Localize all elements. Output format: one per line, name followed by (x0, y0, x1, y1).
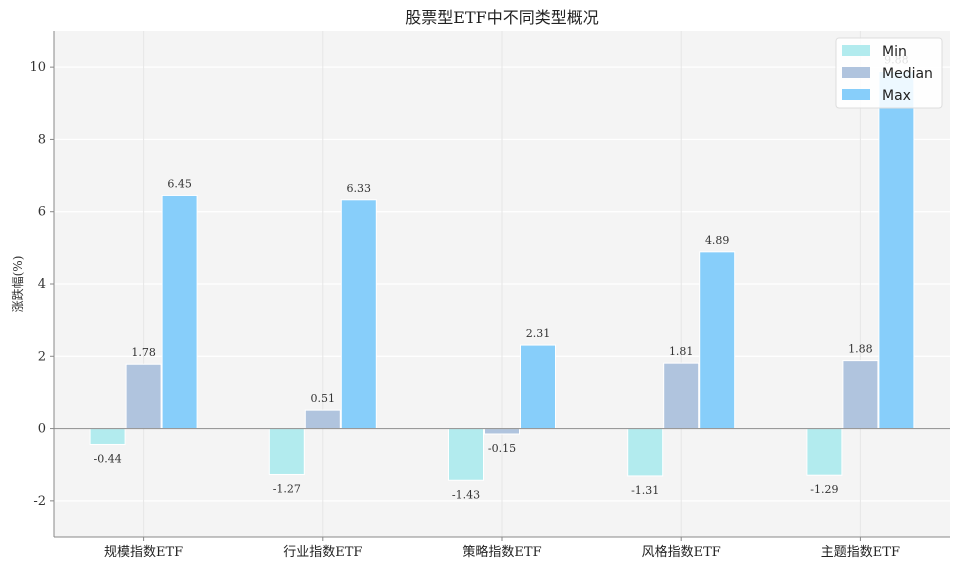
data-labels: -0.44 -1.27 -1.43 -1.31 -1.29 1.78 0.51 -0.15 1.… (93, 53, 908, 501)
data-label: -1.29 (810, 483, 838, 496)
legend-swatch-median (842, 67, 870, 78)
x-tick-label: 规模指数ETF (104, 545, 183, 560)
y-tick-label: -2 (33, 494, 46, 509)
data-label: 4.89 (705, 234, 730, 247)
bar-min (89, 428, 126, 445)
data-label: 0.51 (311, 392, 336, 405)
bar-min (268, 428, 305, 475)
x-tick-label: 风格指数ETF (642, 544, 721, 560)
data-label: 1.88 (848, 343, 873, 356)
y-tick-label: 0 (38, 422, 46, 437)
data-label: -0.44 (93, 452, 121, 465)
bar-max (161, 194, 198, 430)
bar-max (340, 199, 377, 430)
x-tick-label: 策略指数ETF (462, 544, 541, 560)
legend-swatch-max (842, 89, 870, 100)
legend: Min Median Max (835, 37, 943, 109)
bar-min (448, 428, 484, 481)
bar-max (878, 70, 915, 430)
bar-median (304, 409, 341, 430)
data-label: -1.27 (273, 482, 301, 495)
data-label: -0.15 (488, 442, 516, 455)
bar-median (663, 362, 700, 430)
y-tick-label: 4 (38, 277, 46, 292)
y-ticks: -2 0 2 4 6 8 10 (29, 60, 54, 509)
legend-label-max: Max (882, 88, 911, 104)
data-label: 6.33 (347, 182, 372, 195)
data-label: 2.31 (526, 327, 551, 340)
bar-min (627, 428, 664, 477)
bar-median (125, 363, 162, 430)
y-tick-label: 2 (38, 349, 46, 364)
x-categories: 规模指数ETF 行业指数ETF 策略指数ETF 风格指数ETF 主题指数ETF (104, 537, 900, 560)
bar-max (520, 344, 556, 430)
y-tick-label: 8 (38, 132, 46, 147)
legend-label-median: Median (882, 66, 933, 82)
y-tick-label: 10 (29, 60, 46, 75)
x-tick-label: 行业指数ETF (283, 545, 362, 560)
data-label: 1.78 (131, 346, 156, 359)
bar-median (484, 428, 520, 435)
data-label: -1.43 (452, 488, 480, 501)
y-tick-label: 6 (38, 205, 46, 220)
y-axis-label: 涨跌幅(%) (10, 256, 25, 313)
x-tick-label: 主题指数ETF (821, 545, 900, 560)
bar-median (842, 360, 879, 430)
bar-min (806, 428, 843, 476)
data-label: -1.31 (631, 484, 659, 497)
data-label: 6.45 (167, 177, 192, 190)
legend-label-min: Min (882, 44, 907, 60)
bar-max (699, 251, 736, 430)
legend-swatch-min (842, 45, 870, 56)
chart-title: 股票型ETF中不同类型概况 (405, 8, 598, 27)
data-label: 1.81 (669, 345, 694, 358)
